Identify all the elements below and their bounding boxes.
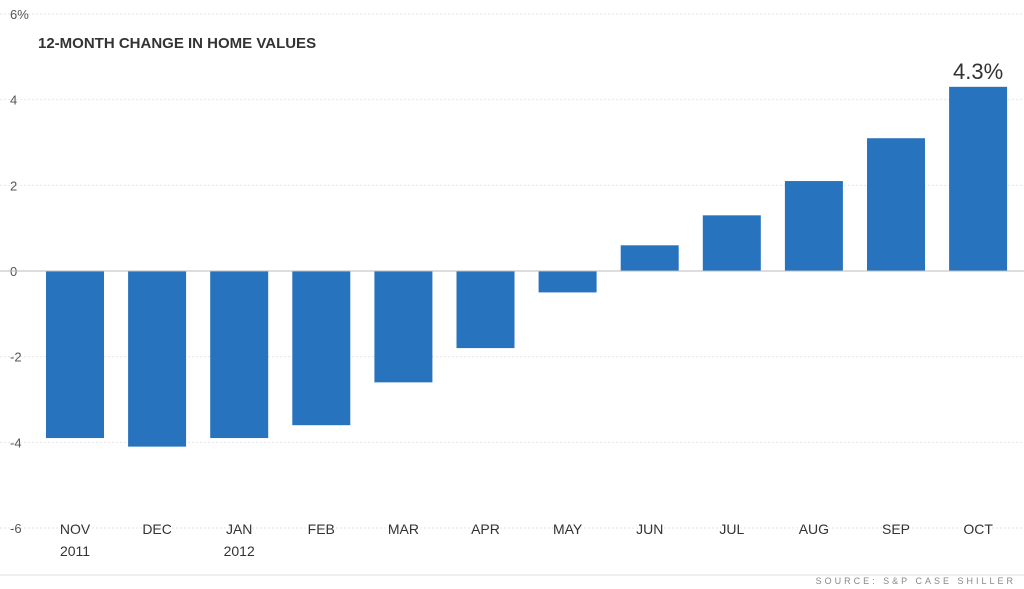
bar-nov [46,271,104,439]
bar-oct [949,86,1008,271]
y-tick-label: 4 [10,93,17,108]
x-tick-label: JUN [636,521,663,537]
bars [46,86,1008,447]
x-tick-label: NOV [60,521,91,537]
bar-may [538,271,597,293]
x-tick-label: FEB [308,521,335,537]
y-tick-label: 6% [10,7,29,22]
bar-aug [784,181,843,271]
bar-sep [867,138,925,271]
chart-title: 12-MONTH CHANGE IN HOME VALUES [38,35,316,52]
bar-jun [620,245,679,271]
x-tick-label: JUL [719,521,744,537]
data-labels: 4.3% [953,59,1003,84]
y-tick-label: -6 [10,521,22,536]
bar-jul [702,215,761,271]
gridlines [0,13,1024,529]
x-tick-sublabel: 2012 [224,543,255,559]
x-tick-label: DEC [142,521,172,537]
y-tick-label: -2 [10,350,22,365]
y-tick-label: -4 [10,435,22,450]
source-label: SOURCE: S&P CASE SHILLER [816,576,1016,586]
bar-feb [292,271,351,426]
bar-apr [456,271,515,349]
x-tick-label: APR [471,521,500,537]
y-tick-label: 2 [10,178,17,193]
data-label: 4.3% [953,59,1003,84]
x-tick-label: SEP [882,521,910,537]
bar-dec [128,271,187,447]
bar-jan [210,271,269,439]
x-axis: NOV 2011 DEC JAN 2012 FEB MAR APR MAY JUN JUL AUG SE… [60,521,993,559]
x-tick-label: MAR [388,521,419,537]
x-tick-label: OCT [963,521,993,537]
bar-mar [374,271,433,383]
x-tick-sublabel: 2011 [60,543,90,559]
x-tick-label: MAY [553,521,583,537]
x-tick-label: AUG [799,521,829,537]
x-tick-label: JAN [226,521,252,537]
